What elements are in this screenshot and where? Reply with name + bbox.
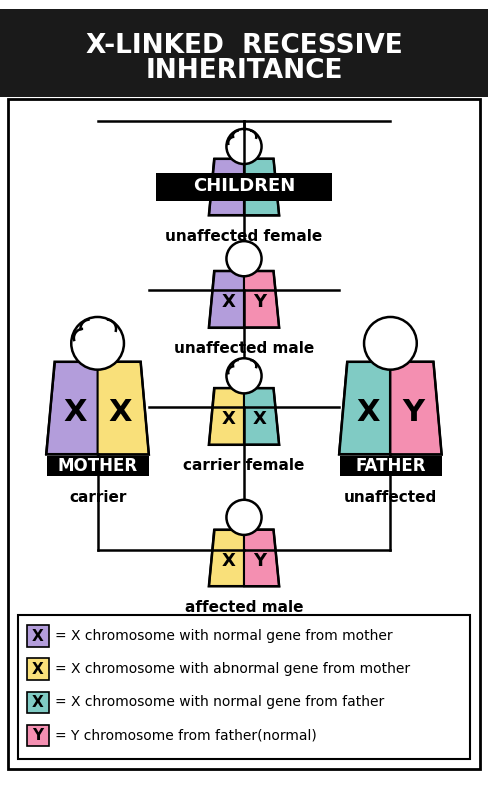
Text: = X chromosome with normal gene from mother: = X chromosome with normal gene from mot… [54, 629, 392, 643]
Text: X: X [222, 181, 235, 199]
Text: X: X [222, 410, 235, 428]
Text: affected male: affected male [185, 600, 304, 615]
Polygon shape [339, 362, 390, 454]
Text: unaffected: unaffected [344, 490, 437, 505]
FancyBboxPatch shape [47, 457, 150, 476]
Circle shape [226, 241, 262, 276]
Text: unaffected female: unaffected female [166, 229, 322, 244]
Text: MOTHER: MOTHER [58, 457, 138, 476]
Text: INHERITANCE: INHERITANCE [146, 58, 343, 84]
Polygon shape [244, 388, 279, 445]
FancyBboxPatch shape [156, 174, 332, 200]
FancyBboxPatch shape [28, 626, 49, 647]
Text: unaffected male: unaffected male [174, 341, 314, 356]
Text: X: X [252, 410, 266, 428]
Circle shape [226, 500, 262, 535]
Circle shape [364, 317, 417, 369]
Text: X: X [252, 181, 266, 199]
Text: X: X [32, 662, 44, 677]
Text: = X chromosome with abnormal gene from mother: = X chromosome with abnormal gene from m… [54, 663, 410, 676]
Text: X: X [108, 399, 132, 428]
FancyBboxPatch shape [0, 9, 488, 97]
Text: FATHER: FATHER [355, 457, 426, 476]
Text: X: X [222, 293, 235, 311]
FancyBboxPatch shape [340, 457, 442, 476]
Circle shape [226, 129, 262, 164]
Polygon shape [46, 362, 98, 454]
Polygon shape [244, 271, 279, 328]
Text: X: X [32, 695, 44, 710]
Text: carrier: carrier [69, 490, 126, 505]
Polygon shape [244, 159, 279, 215]
Text: = X chromosome with normal gene from father: = X chromosome with normal gene from fat… [54, 696, 384, 710]
FancyBboxPatch shape [28, 692, 49, 713]
Circle shape [71, 317, 124, 369]
Polygon shape [209, 388, 244, 445]
FancyBboxPatch shape [28, 725, 49, 747]
Text: X: X [32, 629, 44, 644]
Polygon shape [209, 159, 244, 215]
Text: X: X [356, 399, 380, 428]
Text: X: X [64, 399, 87, 428]
Text: = Y chromosome from father(normal): = Y chromosome from father(normal) [54, 729, 316, 743]
FancyBboxPatch shape [18, 615, 470, 759]
Polygon shape [390, 362, 442, 454]
Polygon shape [98, 362, 149, 454]
Text: CHILDREN: CHILDREN [193, 177, 295, 195]
Circle shape [226, 358, 262, 393]
Text: Y: Y [253, 552, 266, 570]
Text: Y: Y [253, 293, 266, 311]
Polygon shape [209, 271, 244, 328]
Text: Y: Y [32, 728, 44, 743]
Polygon shape [209, 530, 244, 586]
Text: X: X [222, 552, 235, 570]
Text: X-LINKED  RECESSIVE: X-LINKED RECESSIVE [86, 32, 402, 58]
Text: Y: Y [402, 399, 424, 428]
Polygon shape [244, 530, 279, 586]
Text: carrier female: carrier female [184, 458, 304, 473]
FancyBboxPatch shape [8, 99, 480, 769]
FancyBboxPatch shape [28, 659, 49, 680]
